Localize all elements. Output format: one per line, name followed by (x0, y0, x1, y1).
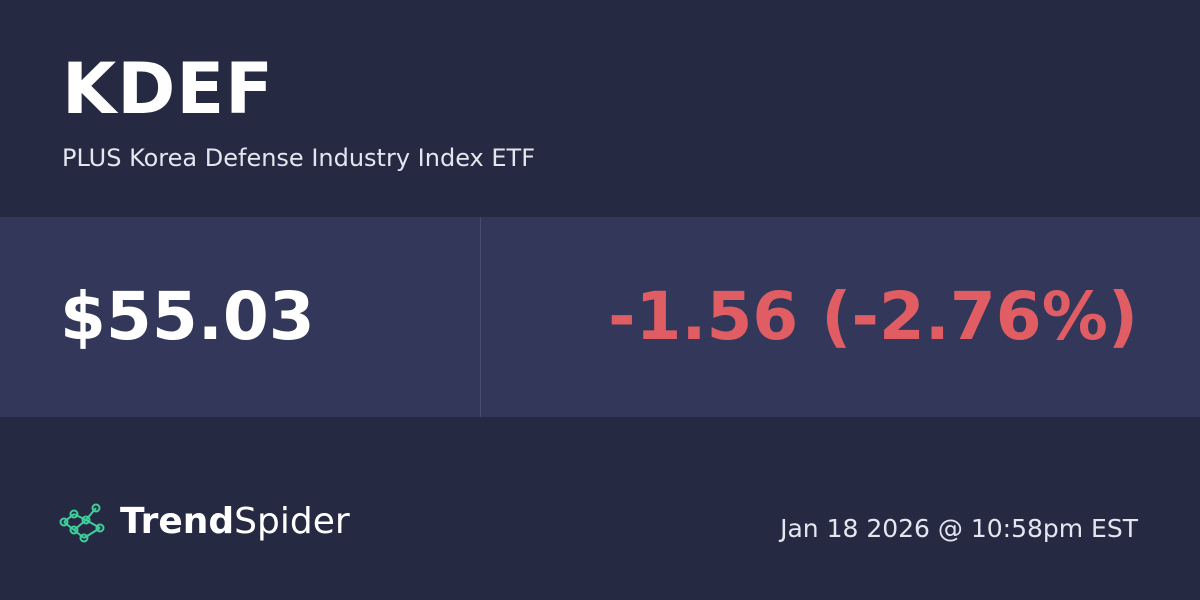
timestamp: Jan 18 2026 @ 10:58pm EST (780, 514, 1138, 543)
ticker: KDEF (62, 48, 274, 130)
divider (480, 217, 481, 417)
brand-logo: TrendSpider (58, 496, 350, 546)
brand-light: Spider (234, 500, 350, 542)
logo-icon (59, 503, 105, 543)
quote-band: $55.03 -1.56 (-2.76%) (0, 217, 1200, 417)
brand-name: TrendSpider (120, 501, 350, 542)
price-change: -1.56 (-2.76%) (608, 278, 1138, 355)
price: $55.03 (60, 278, 315, 355)
brand-bold: Trend (120, 500, 235, 542)
fund-name: PLUS Korea Defense Industry Index ETF (62, 144, 535, 172)
